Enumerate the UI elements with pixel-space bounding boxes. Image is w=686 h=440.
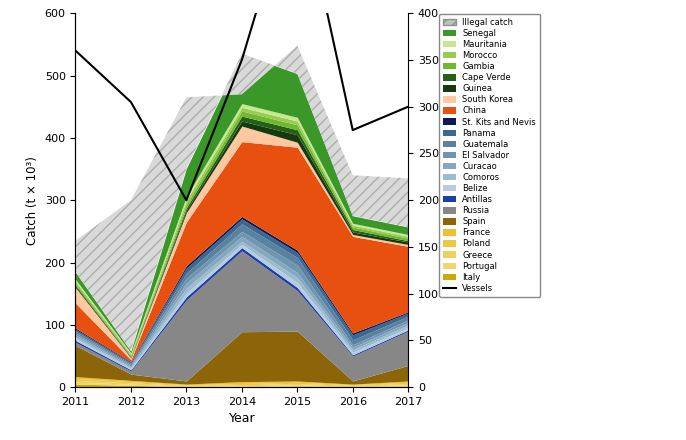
Legend: Illegal catch, Senegal, Mauritania, Morocco, Gambia, Cape Verde, Guinea, South K: Illegal catch, Senegal, Mauritania, Moro… [439, 14, 540, 297]
X-axis label: Year: Year [228, 412, 255, 425]
Y-axis label: Catch (t × 10³): Catch (t × 10³) [26, 156, 39, 245]
Y-axis label: Licenced vessels: Licenced vessels [445, 150, 458, 250]
